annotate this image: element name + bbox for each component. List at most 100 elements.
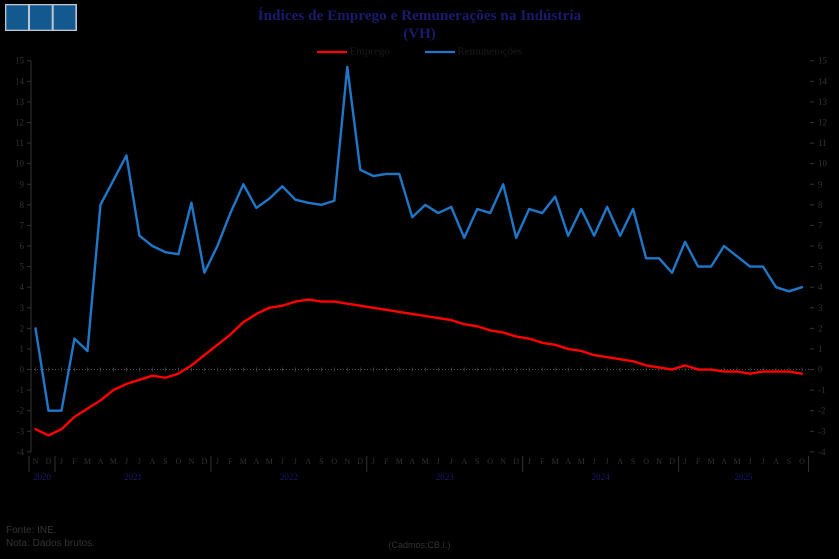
svg-text:O: O	[487, 457, 493, 466]
svg-text:14: 14	[15, 76, 25, 86]
svg-text:J: J	[593, 457, 596, 466]
svg-text:J: J	[450, 457, 453, 466]
svg-text:12: 12	[15, 118, 24, 128]
svg-text:2: 2	[818, 323, 823, 333]
svg-text:A: A	[721, 457, 727, 466]
svg-text:J: J	[372, 457, 375, 466]
svg-text:M: M	[266, 457, 273, 466]
svg-text:-3: -3	[818, 426, 826, 436]
svg-text:9: 9	[818, 179, 823, 189]
svg-text:7: 7	[20, 220, 25, 230]
svg-text:J: J	[125, 457, 128, 466]
svg-text:S: S	[319, 457, 323, 466]
svg-text:M: M	[422, 457, 429, 466]
svg-text:2025: 2025	[735, 472, 754, 482]
svg-text:D: D	[357, 457, 363, 466]
svg-text:3: 3	[20, 303, 25, 313]
svg-text:J: J	[528, 457, 531, 466]
svg-text:J: J	[281, 457, 284, 466]
svg-text:10: 10	[15, 159, 25, 169]
svg-text:M: M	[240, 457, 247, 466]
svg-text:5: 5	[20, 262, 25, 272]
svg-text:0: 0	[20, 365, 25, 375]
svg-text:A: A	[773, 457, 779, 466]
svg-text:M: M	[552, 457, 559, 466]
svg-text:D: D	[669, 457, 675, 466]
svg-text:N: N	[33, 457, 39, 466]
svg-text:J: J	[60, 457, 63, 466]
svg-text:F: F	[540, 457, 545, 466]
svg-text:-2: -2	[818, 406, 826, 416]
svg-text:15: 15	[15, 56, 25, 66]
svg-text:4: 4	[20, 282, 25, 292]
svg-text:A: A	[98, 457, 104, 466]
svg-text:D: D	[46, 457, 52, 466]
svg-text:13: 13	[15, 97, 25, 107]
svg-text:A: A	[461, 457, 467, 466]
svg-text:M: M	[578, 457, 585, 466]
svg-text:2021: 2021	[124, 472, 142, 482]
svg-text:-2: -2	[17, 406, 25, 416]
svg-text:9: 9	[20, 179, 25, 189]
svg-text:J: J	[684, 457, 687, 466]
svg-text:J: J	[216, 457, 219, 466]
svg-text:11: 11	[818, 138, 827, 148]
svg-text:O: O	[331, 457, 337, 466]
svg-text:2024: 2024	[592, 472, 611, 482]
svg-text:-3: -3	[17, 426, 25, 436]
svg-text:6: 6	[20, 241, 25, 251]
svg-text:6: 6	[818, 241, 823, 251]
svg-text:A: A	[409, 457, 415, 466]
svg-text:12: 12	[818, 118, 827, 128]
svg-text:8: 8	[20, 200, 25, 210]
svg-text:N: N	[500, 457, 506, 466]
svg-text:O: O	[176, 457, 182, 466]
svg-text:2023: 2023	[436, 472, 455, 482]
svg-text:F: F	[228, 457, 233, 466]
svg-text:10: 10	[818, 159, 828, 169]
svg-text:-4: -4	[818, 447, 826, 457]
svg-text:8: 8	[818, 200, 823, 210]
svg-text:0: 0	[818, 365, 823, 375]
svg-text:5: 5	[818, 262, 823, 272]
svg-text:A: A	[617, 457, 623, 466]
svg-text:7: 7	[818, 220, 823, 230]
svg-text:M: M	[707, 457, 714, 466]
svg-text:1: 1	[818, 344, 823, 354]
svg-text:-4: -4	[17, 447, 25, 457]
svg-text:A: A	[565, 457, 571, 466]
svg-text:D: D	[201, 457, 207, 466]
svg-text:M: M	[733, 457, 740, 466]
svg-text:14: 14	[818, 76, 828, 86]
svg-text:-1: -1	[17, 385, 25, 395]
svg-text:-1: -1	[818, 385, 826, 395]
svg-text:2: 2	[20, 323, 25, 333]
svg-text:F: F	[384, 457, 389, 466]
svg-text:1: 1	[20, 344, 25, 354]
svg-text:M: M	[110, 457, 117, 466]
svg-text:A: A	[150, 457, 156, 466]
svg-text:4: 4	[818, 282, 823, 292]
svg-text:15: 15	[818, 56, 828, 66]
svg-text:O: O	[643, 457, 649, 466]
svg-text:A: A	[305, 457, 311, 466]
svg-text:J: J	[294, 457, 297, 466]
svg-text:S: S	[631, 457, 635, 466]
svg-text:N: N	[344, 457, 350, 466]
svg-text:2020: 2020	[33, 472, 52, 482]
svg-text:M: M	[84, 457, 91, 466]
svg-text:S: S	[475, 457, 479, 466]
svg-text:13: 13	[818, 97, 828, 107]
svg-text:J: J	[437, 457, 440, 466]
svg-text:N: N	[189, 457, 195, 466]
svg-text:J: J	[606, 457, 609, 466]
svg-text:2022: 2022	[280, 472, 298, 482]
svg-text:J: J	[748, 457, 751, 466]
svg-text:J: J	[138, 457, 141, 466]
svg-text:M: M	[396, 457, 403, 466]
svg-text:F: F	[72, 457, 77, 466]
svg-text:11: 11	[15, 138, 24, 148]
svg-text:3: 3	[818, 303, 823, 313]
svg-text:N: N	[656, 457, 662, 466]
svg-text:S: S	[787, 457, 791, 466]
